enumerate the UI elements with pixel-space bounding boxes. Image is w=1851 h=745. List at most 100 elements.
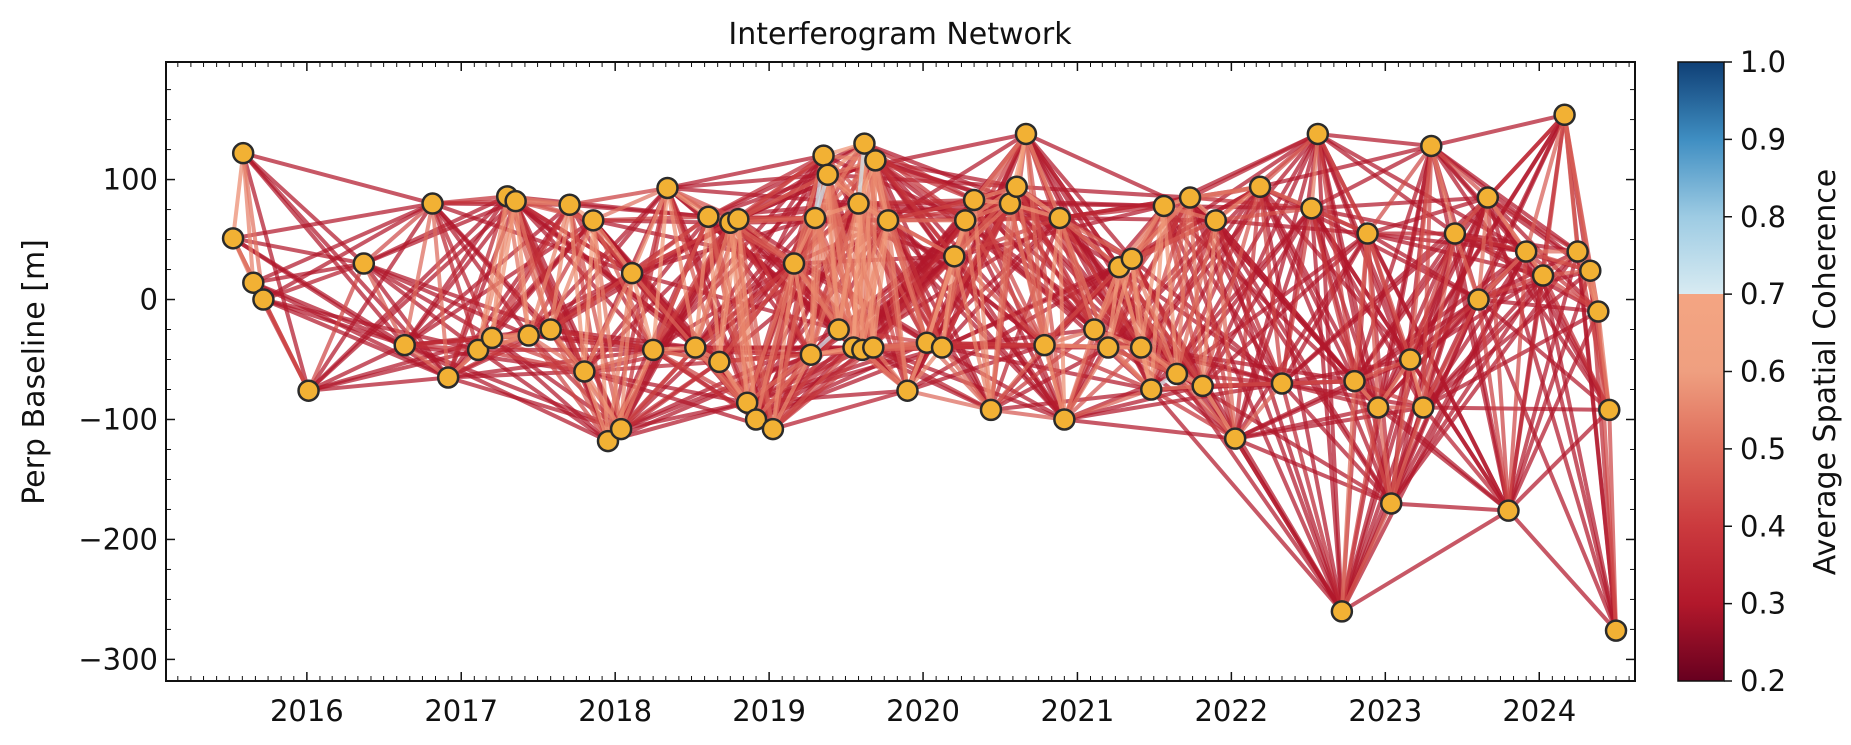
interferogram-pair-line — [1057, 215, 1134, 261]
interferogram-pair-line — [717, 352, 813, 364]
interferogram-pair-line — [770, 388, 910, 432]
acquisition-point — [847, 192, 870, 215]
interferogram-pair-line — [1408, 143, 1434, 362]
interferogram-pair-line — [619, 400, 750, 432]
interferogram-pair-line — [630, 214, 711, 276]
interferogram-pair-line — [972, 197, 993, 412]
acquisition-point — [1204, 209, 1228, 232]
interferogram-pair-line — [1365, 231, 1413, 362]
chart-title: Interferogram Network — [728, 17, 1072, 52]
y-tick-label: 100 — [103, 163, 158, 197]
interferogram-pair-line — [1408, 297, 1481, 362]
colorbar-tick-label: 0.2 — [1740, 664, 1786, 698]
interferogram-pair-line — [1062, 417, 1238, 441]
interferogram-pair-line — [717, 261, 797, 364]
interferogram-pair-line — [361, 201, 435, 266]
acquisition-point — [862, 336, 885, 359]
interferogram-pair-line — [630, 185, 670, 276]
interferogram-pair-line — [630, 271, 698, 350]
interferogram-pair-line — [792, 261, 813, 357]
interferogram-pair-line — [1452, 231, 1481, 302]
y-tick-label: −100 — [78, 402, 158, 436]
interferogram-pair-line — [851, 201, 861, 350]
interferogram-pair-line — [924, 201, 1012, 345]
interferogram-pair-line — [736, 217, 775, 432]
acquisition-point — [1553, 103, 1576, 127]
acquisition-point — [943, 245, 966, 268]
interferogram-pair-line — [1233, 436, 1344, 614]
y-axis-ticks: 100 0 −100 −200 −300 — [78, 89, 1635, 676]
interferogram-pair-line — [1188, 195, 1284, 386]
interferogram-pair-line — [706, 153, 826, 219]
interferogram-pair-line — [1023, 131, 1134, 261]
interferogram-pair-line — [1476, 297, 1511, 513]
interferogram-pair-line — [526, 218, 596, 338]
interferogram-pair-line — [886, 218, 957, 259]
interferogram-pair-line — [261, 297, 407, 348]
interferogram-pair-line — [1213, 206, 1314, 223]
acquisition-point — [896, 379, 919, 402]
interferogram-pair-line — [736, 217, 797, 266]
interferogram-pair-line — [1315, 131, 1370, 236]
interferogram-pair-line — [430, 194, 510, 206]
acquisition-point — [1270, 372, 1294, 395]
x-tick-label: 2022 — [1194, 694, 1268, 728]
acquisition-point — [853, 132, 876, 155]
acquisition-point — [1566, 240, 1589, 263]
acquisition-point — [803, 206, 827, 230]
interferogram-pair-line — [261, 297, 311, 393]
interferogram-pair-line — [886, 218, 910, 393]
interferogram-pair-line — [1062, 387, 1154, 422]
acquisition-point — [684, 336, 707, 359]
interferogram-pair-line — [754, 261, 797, 422]
interferogram-pair-line — [1506, 249, 1580, 513]
interferogram-pair-line — [567, 202, 587, 374]
interferogram-pair-line — [1524, 112, 1567, 254]
acquisition-point — [517, 324, 540, 347]
interferogram-pair-line — [736, 172, 830, 222]
acquisition-point — [1005, 175, 1028, 199]
interferogram-pair-line — [905, 388, 993, 412]
interferogram-pair-line — [1485, 112, 1567, 200]
interferogram-pair-line — [476, 194, 510, 352]
interferogram-pair-line — [591, 218, 611, 444]
acquisition-point — [761, 417, 785, 441]
interferogram-pair-line — [1309, 131, 1320, 211]
interferogram-pair-line — [1042, 265, 1122, 348]
interferogram-pair-line — [1042, 215, 1062, 348]
interferogram-pair-line — [619, 271, 635, 432]
interferogram-pair-line — [1309, 195, 1490, 211]
interferogram-pair-line — [651, 185, 670, 352]
interferogram-pair-line — [836, 201, 861, 332]
interferogram-pair-line — [1408, 195, 1490, 362]
interferogram-pair-line — [548, 218, 596, 332]
interferogram-pair-line — [745, 261, 797, 405]
interferogram-pair-line — [1258, 184, 1284, 386]
interferogram-pair-line — [1315, 131, 1357, 384]
acquisition-point — [558, 193, 581, 217]
interferogram-pair-line — [306, 343, 407, 393]
interferogram-pair-line — [1149, 387, 1238, 441]
acquisition-point — [708, 350, 731, 374]
interferogram-pair-line — [1429, 112, 1567, 148]
interferogram-pair-line — [1062, 345, 1144, 422]
interferogram-pair-line — [1352, 143, 1434, 384]
interferogram-pair-line — [1365, 231, 1511, 513]
interferogram-pair-line — [306, 261, 366, 393]
interferogram-pair-line — [1339, 501, 1394, 614]
x-tick-label: 2021 — [1041, 694, 1115, 728]
acquisition-points — [221, 103, 1628, 642]
acquisition-point — [221, 227, 245, 250]
acquisition-point — [1476, 186, 1500, 209]
acquisition-point — [799, 343, 823, 366]
interferogram-pair-line — [1429, 143, 1490, 200]
acquisition-point — [727, 207, 750, 231]
interferogram-pair-line — [241, 151, 256, 285]
interferogram-pair-line — [1429, 143, 1457, 236]
acquisition-point — [1531, 264, 1555, 287]
interferogram-pair-line — [1279, 381, 1394, 506]
acquisition-point — [1120, 247, 1144, 270]
interferogram-pair-line — [567, 202, 624, 432]
colorbar-tick-label: 0.8 — [1740, 200, 1786, 234]
interferogram-pair-line — [988, 201, 1012, 412]
